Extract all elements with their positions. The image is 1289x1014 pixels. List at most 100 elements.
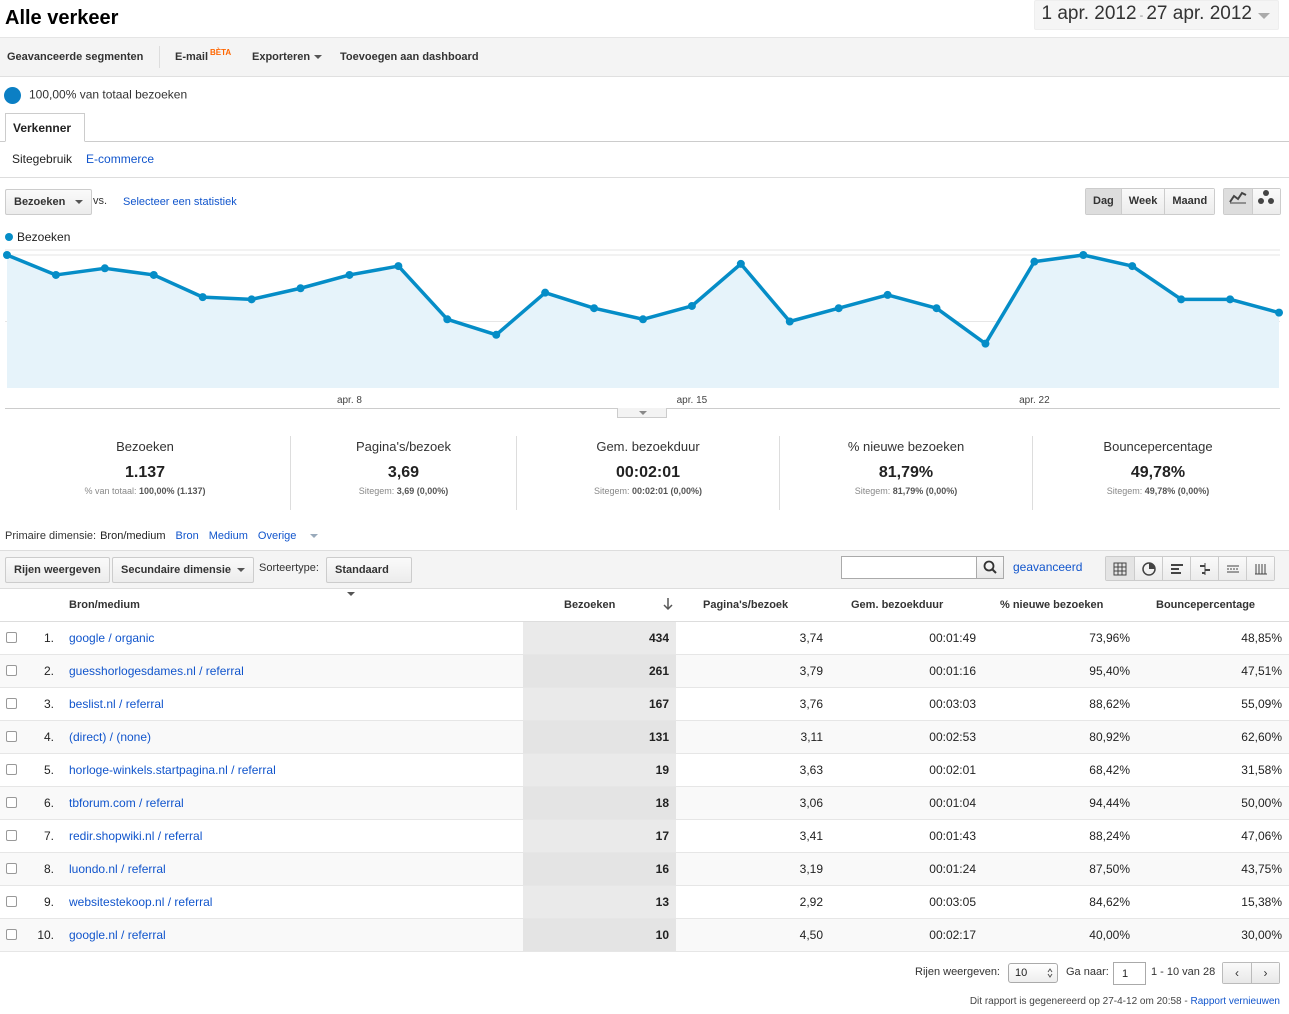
row-checkbox[interactable]	[6, 929, 17, 940]
scorecard-visits[interactable]: Bezoeken 1.137 % van totaal: 100,00% (1.…	[0, 436, 290, 510]
row-bounce-rate: 48,85%	[1241, 631, 1282, 645]
sorted-column-bg	[523, 655, 676, 687]
col-header-new-visits[interactable]: % nieuwe bezoeken	[1000, 599, 1104, 611]
report-footer: Dit rapport is gegenereerd op 27-4-12 om…	[970, 996, 1280, 1007]
row-bounce-rate: 50,00%	[1241, 796, 1282, 810]
row-avg-duration: 00:01:43	[929, 829, 976, 843]
row-bounce-rate: 30,00%	[1241, 928, 1282, 942]
sort-arrow-icon[interactable]	[662, 597, 674, 614]
select-metric-link[interactable]: Selecteer een statistiek	[123, 196, 237, 208]
export-button[interactable]: Exporteren	[252, 51, 323, 63]
sorted-column-bg	[523, 622, 676, 654]
search-button[interactable]	[976, 556, 1004, 579]
data-point	[1030, 257, 1039, 266]
tab-explorer[interactable]: Verkenner	[5, 113, 85, 142]
date-range-picker[interactable]: 1 apr. 2012 - 27 apr. 2012	[1034, 0, 1279, 30]
row-checkbox[interactable]	[6, 764, 17, 775]
period-day-button[interactable]: Dag	[1086, 189, 1121, 214]
scorecard-sub: Sitegem: 81,79% (0,00%)	[780, 486, 1032, 496]
advanced-filter-link[interactable]: geavanceerd	[1013, 560, 1083, 574]
row-checkbox[interactable]	[6, 797, 17, 808]
scorecard-pages-per-visit[interactable]: Pagina's/bezoek 3,69 Sitegem: 3,69 (0,00…	[291, 436, 516, 510]
next-page-button[interactable]: ›	[1251, 963, 1279, 983]
scorecard-value: 81,79%	[878, 464, 934, 481]
row-checkbox[interactable]	[6, 632, 17, 643]
comparison-view-icon[interactable]	[1190, 557, 1218, 580]
metric-dropdown[interactable]: Bezoeken	[5, 189, 93, 215]
row-source-link[interactable]: horloge-winkels.startpagina.nl / referra…	[69, 763, 276, 777]
row-pages-per-visit: 3,19	[799, 862, 823, 876]
row-number: 5.	[43, 763, 54, 777]
scorecard-new-visits[interactable]: % nieuwe bezoeken 81,79% Sitegem: 81,79%…	[780, 436, 1032, 510]
scorecard-sub: Sitegem: 3,69 (0,00%)	[291, 486, 516, 496]
goto-page-input[interactable]: 1	[1113, 962, 1146, 985]
pivot-view-icon[interactable]	[1246, 557, 1274, 580]
row-checkbox[interactable]	[6, 830, 17, 841]
period-month-button[interactable]: Maand	[1164, 189, 1215, 214]
scorecard-label: Gem. bezoekduur	[596, 439, 700, 454]
date-start: 1 apr. 2012	[1041, 3, 1137, 24]
row-source-link[interactable]: guesshorlogesdames.nl / referral	[69, 664, 244, 678]
scorecard-sub: Sitegem: 49,78% (0,00%)	[1033, 486, 1283, 496]
row-source-link[interactable]: luondo.nl / referral	[69, 862, 166, 876]
term-cloud-view-icon[interactable]	[1218, 557, 1246, 580]
table-row: 3. beslist.nl / referral 167 3,76 00:03:03 88…	[0, 688, 1289, 721]
sort-type-dropdown[interactable]: Standaard	[326, 557, 412, 597]
row-source-link[interactable]: redir.shopwiki.nl / referral	[69, 829, 203, 843]
table-view-icon[interactable]	[1106, 557, 1134, 580]
line-chart-icon[interactable]	[1224, 189, 1252, 214]
advanced-segments-button[interactable]: Geavanceerde segmenten	[7, 51, 144, 63]
row-pages-per-visit: 3,11	[800, 730, 823, 744]
row-checkbox[interactable]	[6, 863, 17, 874]
col-header-pages-per-visit[interactable]: Pagina's/bezoek	[703, 599, 789, 611]
show-rows-button[interactable]: Rijen weergeven	[5, 557, 110, 583]
row-source-link[interactable]: google.nl / referral	[69, 928, 166, 942]
scorecards: Bezoeken 1.137 % van totaal: 100,00% (1.…	[0, 436, 1289, 510]
row-source-link[interactable]: tbforum.com / referral	[69, 796, 184, 810]
table-search-input[interactable]	[841, 556, 977, 579]
secondary-dimension-dropdown[interactable]: Secundaire dimensie	[112, 557, 255, 583]
row-number: 1.	[43, 631, 54, 645]
period-week-button[interactable]: Week	[1120, 189, 1165, 214]
motion-chart-icon[interactable]	[1251, 189, 1280, 214]
col-header-bounce-rate[interactable]: Bouncepercentage	[1156, 599, 1256, 611]
row-checkbox[interactable]	[6, 698, 17, 709]
data-point	[1128, 262, 1137, 271]
add-to-dashboard-button[interactable]: Toevoegen aan dashboard	[340, 51, 479, 63]
row-new-visits: 84,62%	[1089, 895, 1130, 909]
row-source-link[interactable]: google / organic	[69, 631, 155, 645]
x-tick-label: apr. 15	[677, 395, 708, 406]
goto-label: Ga naar:	[1066, 966, 1109, 978]
pie-view-icon[interactable]	[1134, 557, 1162, 580]
dimension-other[interactable]: Overige	[258, 530, 329, 542]
col-header-visits[interactable]: Bezoeken	[564, 599, 616, 611]
row-source-link[interactable]: (direct) / (none)	[69, 730, 152, 744]
generated-text: Dit rapport is gegenereerd op 27-4-12 om…	[969, 996, 1191, 1007]
scorecard-value: 49,78%	[1130, 464, 1186, 481]
dimension-source[interactable]: Bron	[175, 530, 199, 542]
col-header-source-medium[interactable]: Bron/medium	[69, 599, 140, 611]
scorecard-bounce-rate[interactable]: Bouncepercentage 49,78% Sitegem: 49,78% …	[1033, 436, 1283, 510]
row-checkbox[interactable]	[6, 731, 17, 742]
rows-per-page-select[interactable]: 10	[1008, 963, 1058, 983]
row-source-link[interactable]: beslist.nl / referral	[69, 697, 164, 711]
data-point	[932, 304, 941, 313]
subtab-ecommerce[interactable]: E-commerce	[86, 152, 155, 166]
row-checkbox[interactable]	[6, 896, 17, 907]
collapse-chart-handle[interactable]	[617, 408, 667, 418]
subtab-site-usage[interactable]: Sitegebruik	[12, 152, 73, 166]
dimension-source-medium[interactable]: Bron/medium	[100, 530, 166, 542]
row-pages-per-visit: 3,63	[799, 763, 823, 777]
row-new-visits: 80,92%	[1089, 730, 1130, 744]
refresh-report-link[interactable]: Rapport vernieuwen	[1190, 996, 1281, 1007]
row-visits: 434	[648, 631, 669, 645]
email-button[interactable]: E-mail BÈTA	[175, 48, 231, 63]
row-source-link[interactable]: websitestekoop.nl / referral	[69, 895, 213, 909]
performance-view-icon[interactable]	[1162, 557, 1190, 580]
scorecard-avg-duration[interactable]: Gem. bezoekduur 00:02:01 Sitegem: 00:02:…	[517, 436, 779, 510]
row-checkbox[interactable]	[6, 665, 17, 676]
row-avg-duration: 00:02:53	[929, 730, 976, 744]
dimension-medium[interactable]: Medium	[208, 530, 248, 542]
col-header-avg-duration[interactable]: Gem. bezoekduur	[851, 599, 944, 611]
prev-page-button[interactable]: ‹	[1223, 963, 1251, 983]
